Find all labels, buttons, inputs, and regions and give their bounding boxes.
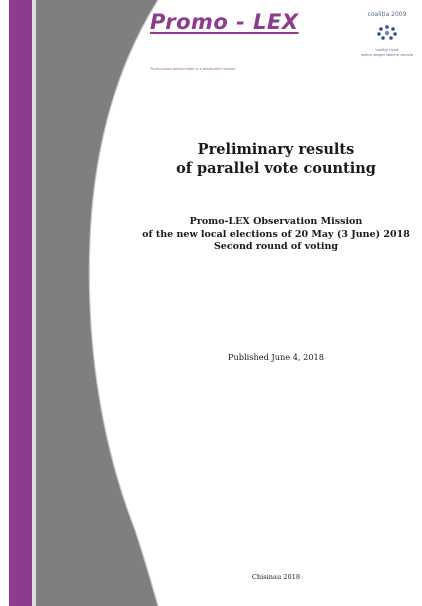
subtitle-line1: Promo-LEX Observation Mission (189, 216, 363, 227)
coalition-name: coaliția civică pentru alegeri libere și… (352, 48, 422, 58)
place-and-year: Chisinau 2018 (251, 573, 301, 581)
coalition-name-line1: coaliția civică (375, 48, 399, 52)
gray-curve-shape (36, 0, 158, 606)
coalition-year: coaliția 2009 (367, 11, 407, 18)
purple-stripe (9, 0, 32, 606)
title-line2: of parallel vote counting (176, 160, 376, 177)
coalition-logo: coaliția 2009 coaliția civică pentru ale… (352, 9, 422, 69)
subtitle-line2: of the new local elections of 20 May (3 … (142, 228, 410, 240)
gray-curve-edge (88, 0, 159, 606)
coalition-stars-icon (377, 25, 397, 40)
document-title: Preliminary results of parallel vote cou… (130, 140, 422, 178)
document-subtitle: Promo-LEX Observation Mission of the new… (130, 216, 422, 254)
promo-lex-logo: Promo - LEX Promovarea democrației și a … (150, 10, 330, 71)
logo-tagline: Promovarea democrației și a drepturilor … (150, 67, 236, 71)
title-line1: Preliminary results (197, 141, 355, 158)
light-stripe (32, 0, 36, 606)
coalition-name-line2: pentru alegeri libere și corecte (360, 53, 414, 57)
logo-title: Promo - LEX (150, 10, 299, 34)
subtitle-line3: Second round of voting (213, 241, 339, 252)
left-margin (0, 0, 9, 606)
publication-date: Published June 4, 2018 (228, 352, 324, 362)
